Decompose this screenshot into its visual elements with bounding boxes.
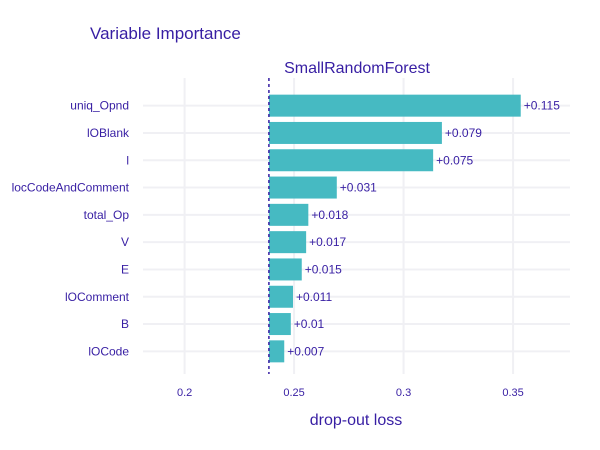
bar — [268, 94, 521, 117]
value-label: +0.017 — [309, 235, 346, 249]
category-label: E — [121, 262, 129, 276]
panel-subtitle: SmallRandomForest — [284, 60, 430, 77]
value-label: +0.015 — [305, 262, 342, 276]
category-label: B — [121, 317, 129, 331]
bar — [268, 258, 302, 281]
value-label: +0.079 — [445, 126, 482, 140]
value-label: +0.018 — [311, 208, 348, 222]
bar — [268, 285, 293, 308]
value-label: +0.075 — [436, 153, 473, 167]
x-tick-label: 0.3 — [396, 387, 411, 399]
x-axis-label: drop-out loss — [310, 412, 403, 429]
x-tick-label: 0.25 — [283, 387, 304, 399]
bar — [268, 203, 309, 226]
value-label: +0.031 — [340, 181, 377, 195]
category-label: total_Op — [84, 208, 130, 222]
category-label: lOBlank — [87, 126, 130, 140]
bar — [268, 121, 442, 144]
category-label: V — [121, 235, 129, 249]
value-label: +0.115 — [524, 99, 560, 113]
labels: 0.2 0.25 0.3 0.35 uniq_Opnd +0.115 lOBlank +0.0… — [12, 99, 561, 399]
category-label: l — [126, 153, 129, 167]
bar — [268, 176, 337, 199]
x-tick-label: 0.35 — [502, 387, 523, 399]
value-label: +0.011 — [296, 290, 332, 304]
bar — [268, 231, 307, 254]
category-label: lOCode — [88, 344, 129, 358]
bars — [268, 94, 521, 363]
bar — [268, 149, 434, 172]
category-label: uniq_Opnd — [70, 99, 129, 113]
x-tick-label: 0.2 — [177, 387, 192, 399]
chart-title: Variable Importance — [90, 24, 241, 43]
category-label: locCodeAndComment — [12, 181, 130, 195]
value-label: +0.01 — [294, 317, 325, 331]
category-label: lOComment — [65, 290, 130, 304]
value-label: +0.007 — [287, 344, 324, 358]
bar — [268, 340, 285, 363]
bar — [268, 313, 291, 336]
